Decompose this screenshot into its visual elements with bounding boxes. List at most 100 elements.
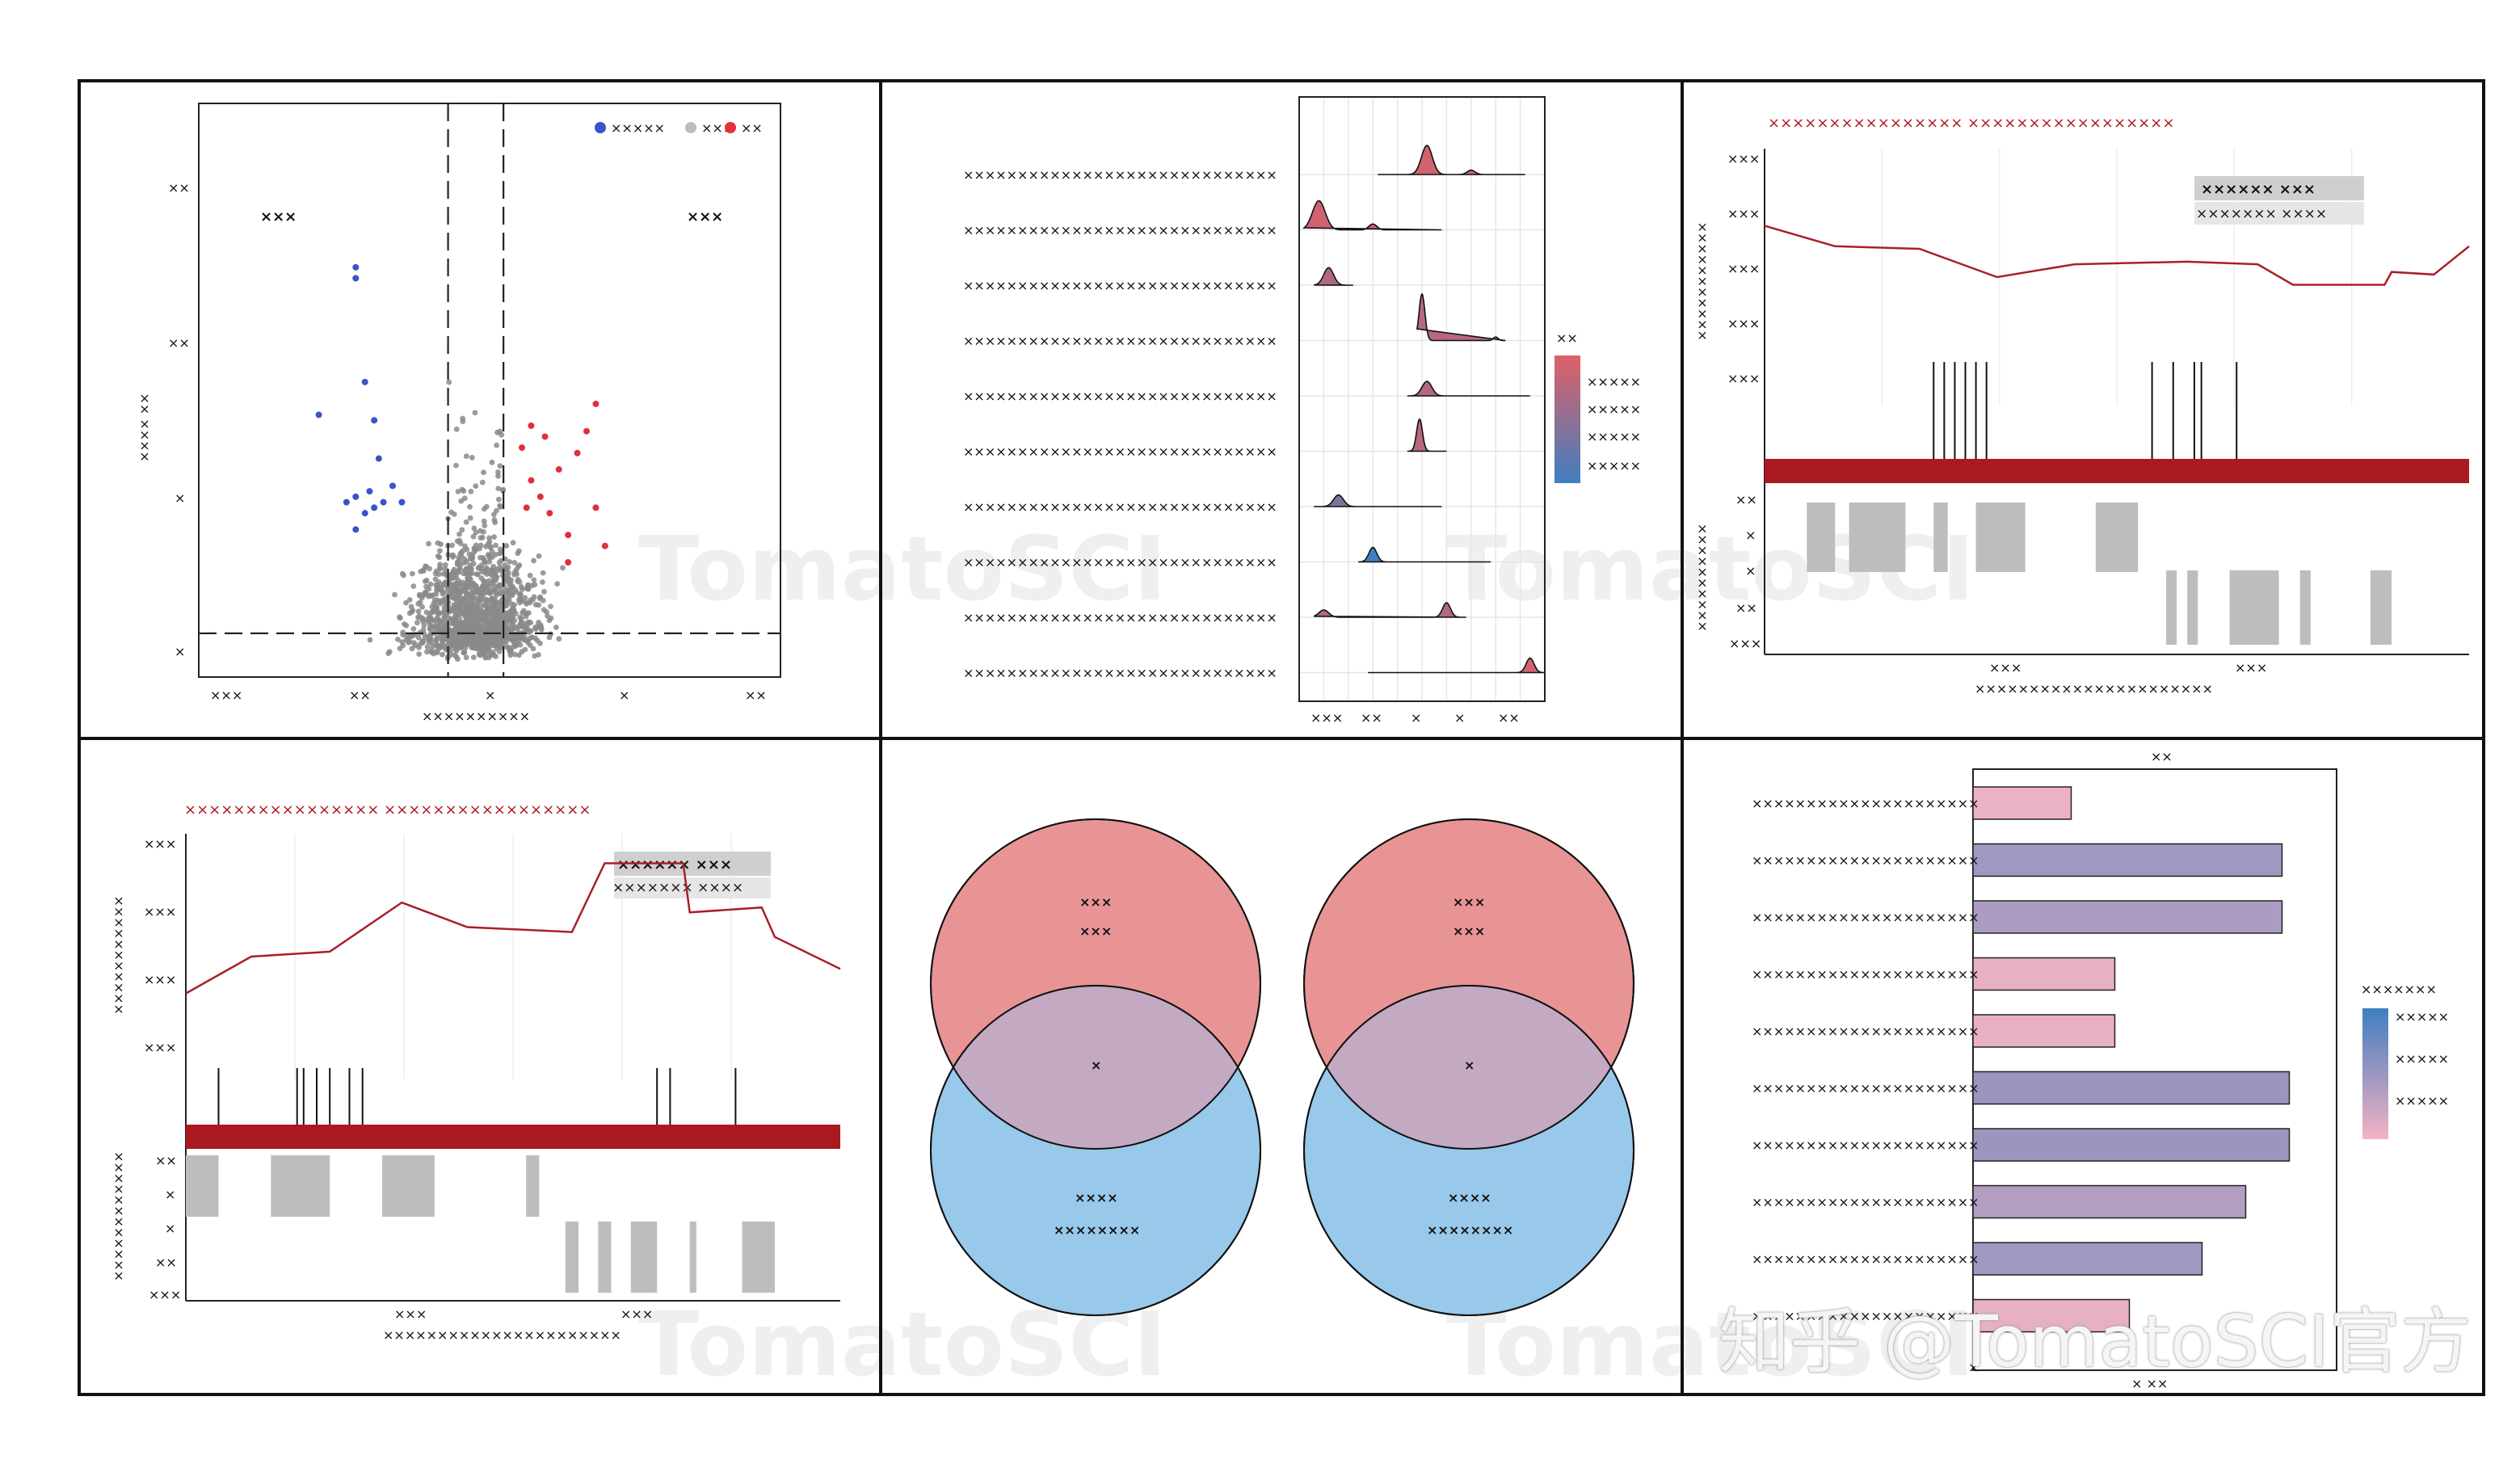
volcano-point-ns bbox=[442, 566, 448, 572]
volcano-point-ns bbox=[495, 473, 501, 479]
volcano-point-ns bbox=[498, 567, 503, 574]
volcano-point-ns bbox=[410, 626, 417, 632]
volcano-point-ns bbox=[548, 604, 553, 609]
ridge-density-8 bbox=[1358, 546, 1491, 563]
volcano-point-ns bbox=[400, 629, 406, 635]
volcano-point-ns bbox=[511, 569, 518, 575]
volcano-point-ns bbox=[490, 554, 495, 560]
volcano-point-ns bbox=[540, 579, 545, 585]
volcano-point-ns bbox=[483, 565, 490, 571]
bar-1 bbox=[1972, 786, 2072, 820]
volcano-point-ns bbox=[515, 597, 522, 603]
volcano-legend-down-dot bbox=[595, 122, 606, 133]
panel-bar: ×× ××××××××××××××××××××× ××××××××××××××××… bbox=[1684, 740, 2484, 1394]
gsea-top-legend-2: ××××××× ×××× bbox=[2196, 206, 2327, 222]
volcano-point-ns bbox=[449, 570, 456, 577]
venn-left-outline-a bbox=[930, 818, 1261, 1150]
volcano-point-down bbox=[366, 488, 373, 495]
gb-block-down bbox=[630, 1222, 658, 1293]
volcano-point-ns bbox=[395, 637, 401, 642]
volcano-point-ns bbox=[433, 582, 439, 588]
volcano-xlabel: ×××××××××× bbox=[422, 709, 530, 724]
volcano-point-ns bbox=[532, 653, 538, 659]
gt-block-down bbox=[2370, 570, 2392, 645]
volcano-point-ns bbox=[409, 633, 415, 639]
gt-block-up bbox=[1933, 503, 1948, 572]
venn-left-b-line2: ×××××××× bbox=[1054, 1222, 1140, 1238]
volcano-point-ns bbox=[473, 547, 479, 553]
volcano-point-up bbox=[583, 427, 590, 435]
gsea-top-xtick-1: ××× bbox=[1989, 660, 2021, 675]
volcano-point-ns bbox=[469, 455, 475, 461]
volcano-point-ns bbox=[548, 615, 554, 621]
panel-gsea-top: ×××××××××××××××× ××××××××××××××××× ×××××… bbox=[1684, 82, 2484, 737]
volcano-point-ns bbox=[510, 540, 516, 546]
volcano-point-ns bbox=[463, 641, 469, 648]
volcano-point-ns bbox=[444, 599, 450, 605]
volcano-point-ns bbox=[541, 589, 547, 595]
volcano-point-ns bbox=[466, 604, 472, 610]
volcano-point-ns bbox=[423, 578, 430, 583]
gsea-top-legend-1: ×××××× ××× bbox=[2201, 181, 2316, 198]
volcano-point-ns bbox=[415, 608, 422, 615]
gsea-bottom-ytick-b2: × bbox=[165, 1187, 175, 1202]
volcano-xtick-1: ××× bbox=[210, 688, 242, 703]
volcano-point-ns bbox=[536, 622, 541, 629]
ridge-row-label-2: ××××××××××××××××××××××××××××× bbox=[963, 223, 1277, 238]
volcano-point-ns bbox=[433, 619, 439, 625]
volcano-point-ns bbox=[459, 527, 465, 533]
volcano-point-ns bbox=[408, 604, 414, 610]
volcano-point-ns bbox=[463, 519, 469, 525]
volcano-point-ns bbox=[456, 557, 462, 564]
volcano-point-ns bbox=[427, 625, 433, 631]
gsea-top-ytick-b1: ×× bbox=[1735, 492, 1757, 507]
volcano-point-up bbox=[528, 422, 535, 429]
gsea-bottom-ytick-b5: ××× bbox=[149, 1287, 181, 1302]
volcano-point-up bbox=[528, 477, 535, 484]
volcano-point-ns bbox=[530, 596, 536, 603]
volcano-point-ns bbox=[478, 626, 484, 632]
volcano-point-ns bbox=[435, 609, 441, 615]
volcano-ytick-2: ×× bbox=[168, 335, 190, 351]
volcano-point-ns bbox=[397, 614, 402, 620]
volcano-point-down bbox=[352, 526, 360, 533]
volcano-point-down bbox=[375, 455, 382, 462]
volcano-point-ns bbox=[453, 581, 460, 587]
volcano-point-ns bbox=[443, 619, 448, 625]
volcano-point-ns bbox=[466, 608, 473, 614]
volcano-point-down bbox=[361, 378, 368, 385]
volcano-point-ns bbox=[474, 595, 481, 601]
volcano-point-ns bbox=[433, 642, 439, 648]
volcano-ytick-4: × bbox=[175, 644, 185, 659]
gsea-top-plot: ×××××××××××××××× ××××××××××××××××× ×××××… bbox=[1694, 115, 2470, 696]
volcano-point-ns bbox=[482, 625, 489, 632]
volcano-point-ns bbox=[546, 634, 553, 641]
volcano-point-ns bbox=[471, 525, 477, 532]
bar-9 bbox=[1972, 1242, 2203, 1276]
volcano-point-ns bbox=[482, 523, 488, 528]
ridge-legend-tick-1: ××××× bbox=[1587, 374, 1641, 389]
volcano-point-ns bbox=[463, 570, 469, 577]
volcano-point-ns bbox=[469, 570, 475, 576]
volcano-point-ns bbox=[477, 649, 483, 655]
volcano-point-down bbox=[352, 275, 360, 282]
volcano-point-ns bbox=[532, 635, 538, 641]
volcano-point-ns bbox=[469, 554, 476, 561]
ridge-legend-title: ×× bbox=[1556, 330, 1578, 346]
volcano-point-ns bbox=[417, 599, 423, 605]
gsea-bottom-ylabel-bottom: ×××××××××××× bbox=[111, 1151, 126, 1281]
volcano-point-ns bbox=[437, 619, 444, 625]
volcano-point-ns bbox=[463, 654, 469, 661]
watermark-4: TomatoSCI bbox=[1446, 1293, 1975, 1396]
volcano-point-ns bbox=[453, 462, 459, 469]
gb-block-down bbox=[565, 1222, 578, 1293]
gb-block-up bbox=[186, 1155, 219, 1217]
volcano-xtick-5: ×× bbox=[745, 688, 767, 703]
gsea-top-ytick-5: ××× bbox=[1727, 371, 1760, 386]
volcano-point-ns bbox=[421, 630, 427, 637]
volcano-point-ns bbox=[452, 652, 458, 658]
volcano-point-ns bbox=[482, 596, 489, 602]
volcano-point-ns bbox=[469, 580, 475, 587]
volcano-point-ns bbox=[540, 597, 546, 604]
volcano-point-ns bbox=[508, 646, 515, 652]
